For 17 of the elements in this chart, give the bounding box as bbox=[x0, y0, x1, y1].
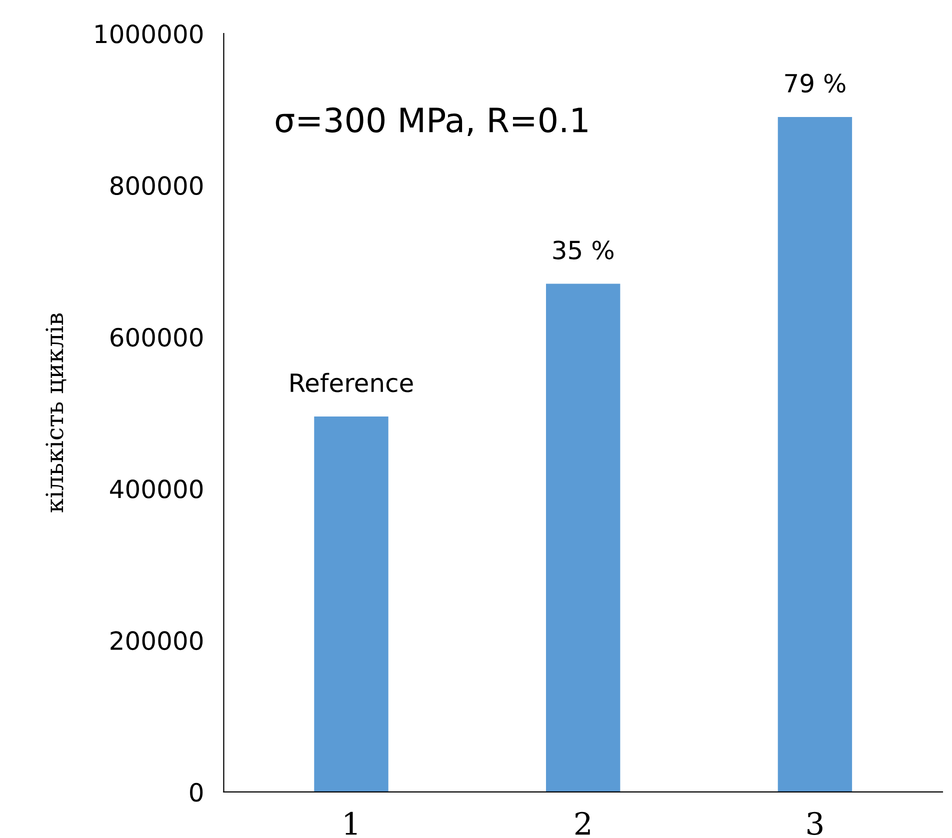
y-axis-title: кількість циклів bbox=[46, 313, 66, 512]
annotation: 35 % bbox=[553, 240, 614, 260]
y-tick-label: 0 bbox=[190, 782, 203, 802]
bar bbox=[546, 284, 620, 792]
annotation: σ=300 MPa, R=0.1 bbox=[276, 107, 588, 136]
y-tick-label: 1000000 bbox=[96, 24, 203, 44]
x-tick-label: 1 bbox=[345, 812, 357, 835]
annotation: Reference bbox=[290, 372, 413, 392]
y-tick-label: 600000 bbox=[110, 328, 203, 347]
y-tick-label: 400000 bbox=[110, 479, 203, 498]
y-tick-label: 200000 bbox=[110, 631, 203, 650]
annotation: 79 % bbox=[785, 74, 846, 93]
bar bbox=[314, 416, 388, 792]
x-tick-label: 3 bbox=[808, 812, 822, 836]
y-tick-label: 800000 bbox=[110, 176, 203, 196]
bar bbox=[778, 116, 852, 792]
x-tick-label: 2 bbox=[575, 812, 590, 835]
